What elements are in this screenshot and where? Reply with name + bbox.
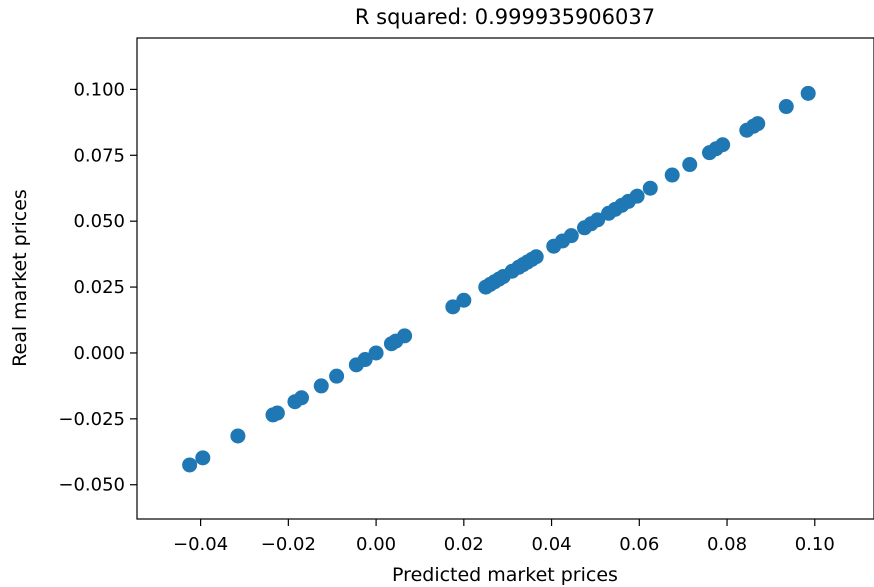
y-tick-label: 0.100 (73, 79, 125, 100)
x-tick-label: 0.06 (619, 534, 659, 555)
data-point (230, 428, 246, 444)
data-point (456, 292, 472, 308)
data-point (313, 378, 329, 394)
x-tick-label: 0.04 (532, 534, 572, 555)
y-tick-label: 0.050 (73, 211, 125, 232)
data-point (294, 390, 310, 406)
data-point (357, 352, 373, 368)
axes-frame (136, 37, 874, 520)
data-point (590, 212, 606, 228)
data-point (269, 405, 285, 421)
y-tick-label: −0.025 (58, 409, 125, 430)
data-point (715, 137, 731, 153)
x-axis-ticks: −0.04 −0.02 0.00 0.02 0.04 0.06 0.08 0.10 (173, 519, 835, 555)
data-point (195, 450, 211, 466)
data-point (329, 368, 345, 384)
data-point (778, 99, 794, 115)
x-tick-label: 0.08 (707, 534, 747, 555)
chart-title: R squared: 0.999935906037 (355, 5, 655, 29)
data-point (397, 328, 413, 344)
data-point (563, 228, 579, 244)
y-axis-label: Real market prices (9, 189, 31, 367)
data-point (642, 180, 658, 196)
data-point (682, 157, 698, 173)
data-point (800, 85, 816, 101)
data-point (664, 167, 680, 183)
y-tick-label: 0.000 (73, 343, 125, 364)
data-point (182, 457, 198, 473)
x-tick-label: −0.02 (261, 534, 316, 555)
y-tick-label: 0.025 (73, 277, 125, 298)
data-point (528, 249, 544, 265)
data-point (629, 188, 645, 204)
data-point (750, 116, 766, 132)
x-tick-label: 0.10 (795, 534, 835, 555)
x-tick-label: 0.02 (444, 534, 484, 555)
x-tick-label: 0.00 (356, 534, 396, 555)
x-axis-label: Predicted market prices (392, 564, 618, 586)
y-tick-label: −0.050 (58, 475, 125, 496)
data-point (368, 345, 384, 361)
data-point (445, 299, 461, 315)
y-axis-ticks: −0.050 −0.025 0.000 0.025 0.050 0.075 0.100 (58, 79, 137, 496)
x-tick-label: −0.04 (173, 534, 228, 555)
y-tick-label: 0.075 (73, 145, 125, 166)
plot-frame (136, 37, 874, 520)
data-points (182, 85, 816, 473)
